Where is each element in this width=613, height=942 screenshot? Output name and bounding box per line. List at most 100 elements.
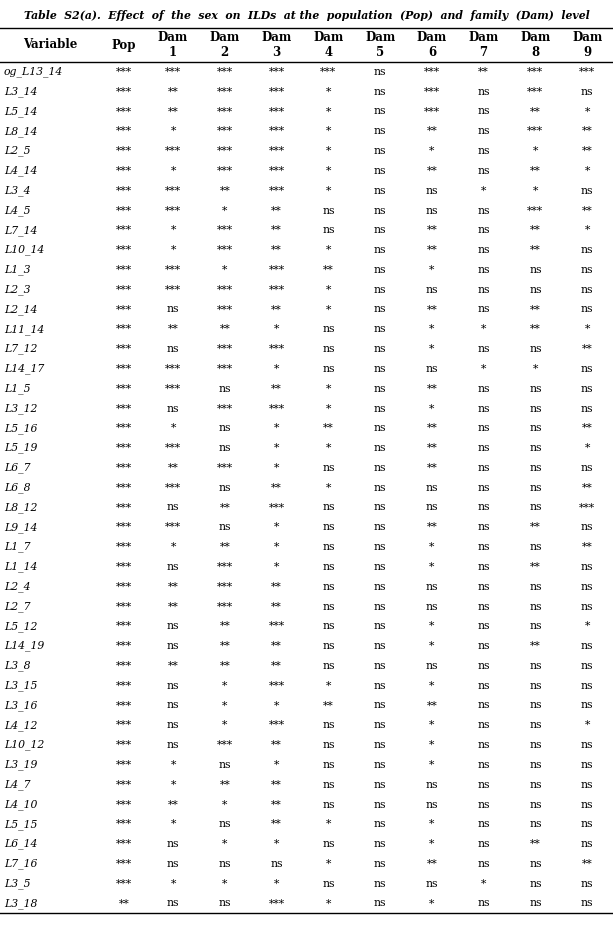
Text: ns: ns — [478, 780, 490, 789]
Text: ns: ns — [529, 403, 542, 414]
Text: *: * — [274, 423, 280, 433]
Text: ***: *** — [268, 67, 284, 77]
Text: L3_4: L3_4 — [4, 186, 31, 196]
Text: *: * — [170, 820, 176, 829]
Text: ns: ns — [374, 820, 386, 829]
Text: Dam
6: Dam 6 — [417, 31, 447, 59]
Text: L2_5: L2_5 — [4, 146, 31, 156]
Text: *: * — [170, 780, 176, 789]
Text: ns: ns — [478, 344, 490, 354]
Text: ns: ns — [478, 622, 490, 631]
Text: ***: *** — [165, 205, 181, 216]
Text: ns: ns — [581, 522, 593, 532]
Text: ***: *** — [116, 146, 132, 156]
Text: **: ** — [119, 899, 129, 908]
Text: L2_7: L2_7 — [4, 601, 31, 612]
Text: ns: ns — [529, 859, 542, 869]
Text: ns: ns — [322, 344, 335, 354]
Text: **: ** — [427, 859, 437, 869]
Text: ns: ns — [374, 364, 386, 374]
Text: ns: ns — [322, 542, 335, 552]
Text: *: * — [429, 265, 435, 275]
Text: ***: *** — [579, 67, 595, 77]
Text: ns: ns — [529, 740, 542, 750]
Text: ns: ns — [529, 820, 542, 829]
Text: Dam
2: Dam 2 — [210, 31, 240, 59]
Text: ***: *** — [116, 622, 132, 631]
Text: ***: *** — [116, 839, 132, 849]
Text: L4_10: L4_10 — [4, 799, 37, 810]
Text: ns: ns — [478, 463, 490, 473]
Text: **: ** — [582, 205, 593, 216]
Text: L9_14: L9_14 — [4, 522, 37, 532]
Text: ns: ns — [322, 622, 335, 631]
Text: ***: *** — [116, 423, 132, 433]
Text: ns: ns — [478, 205, 490, 216]
Text: *: * — [274, 839, 280, 849]
Text: Pop: Pop — [112, 39, 137, 52]
Text: ***: *** — [268, 265, 284, 275]
Text: ns: ns — [374, 205, 386, 216]
Text: ***: *** — [116, 383, 132, 394]
Text: ns: ns — [478, 166, 490, 176]
Text: ns: ns — [581, 701, 593, 710]
Text: *: * — [274, 463, 280, 473]
Text: *: * — [274, 324, 280, 334]
Text: ns: ns — [581, 383, 593, 394]
Text: **: ** — [530, 839, 541, 849]
Text: L5_19: L5_19 — [4, 443, 37, 453]
Text: ns: ns — [219, 482, 231, 493]
Text: ns: ns — [374, 879, 386, 888]
Text: **: ** — [168, 661, 178, 671]
Text: ***: *** — [268, 166, 284, 176]
Text: *: * — [326, 482, 331, 493]
Text: **: ** — [219, 642, 230, 651]
Text: **: ** — [530, 106, 541, 117]
Text: Dam
9: Dam 9 — [572, 31, 602, 59]
Text: *: * — [274, 364, 280, 374]
Text: ns: ns — [581, 403, 593, 414]
Text: ***: *** — [217, 67, 233, 77]
Text: L14_19: L14_19 — [4, 641, 44, 652]
Text: ***: *** — [116, 780, 132, 789]
Text: ns: ns — [374, 403, 386, 414]
Text: *: * — [222, 701, 227, 710]
Text: ***: *** — [268, 87, 284, 97]
Text: ns: ns — [374, 265, 386, 275]
Text: ***: *** — [268, 899, 284, 908]
Text: **: ** — [271, 582, 282, 592]
Text: ***: *** — [268, 502, 284, 512]
Text: ***: *** — [116, 661, 132, 671]
Text: ***: *** — [116, 820, 132, 829]
Text: *: * — [274, 879, 280, 888]
Text: **: ** — [427, 443, 437, 453]
Text: L3_12: L3_12 — [4, 403, 37, 414]
Text: *: * — [326, 403, 331, 414]
Text: ***: *** — [217, 106, 233, 117]
Text: **: ** — [219, 542, 230, 552]
Text: **: ** — [323, 265, 333, 275]
Text: *: * — [222, 800, 227, 809]
Text: L3_18: L3_18 — [4, 898, 37, 909]
Text: ***: *** — [268, 681, 284, 690]
Text: ns: ns — [374, 542, 386, 552]
Text: ns: ns — [529, 701, 542, 710]
Text: **: ** — [427, 126, 437, 137]
Text: ***: *** — [116, 324, 132, 334]
Text: ns: ns — [219, 443, 231, 453]
Text: Dam
3: Dam 3 — [262, 31, 292, 59]
Text: *: * — [326, 859, 331, 869]
Text: ns: ns — [581, 879, 593, 888]
Text: ns: ns — [374, 622, 386, 631]
Text: ***: *** — [116, 403, 132, 414]
Text: ns: ns — [322, 364, 335, 374]
Text: ***: *** — [217, 463, 233, 473]
Text: ns: ns — [581, 780, 593, 789]
Text: L5_16: L5_16 — [4, 423, 37, 433]
Text: *: * — [170, 126, 176, 137]
Text: ns: ns — [322, 561, 335, 572]
Text: ns: ns — [581, 463, 593, 473]
Text: *: * — [429, 820, 435, 829]
Text: **: ** — [530, 166, 541, 176]
Text: **: ** — [271, 482, 282, 493]
